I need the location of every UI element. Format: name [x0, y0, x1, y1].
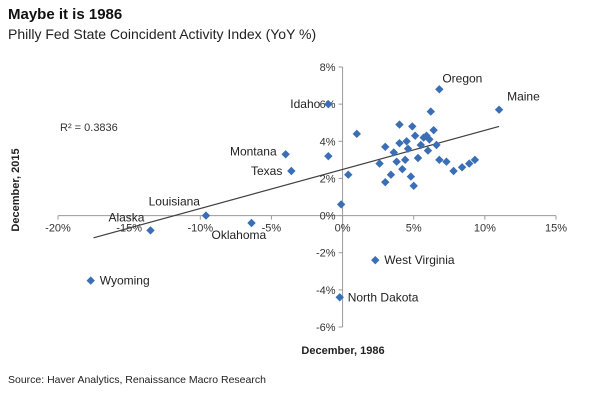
data-point: [344, 170, 353, 179]
data-point-north-dakota: [335, 293, 344, 302]
data-point-idaho: [324, 99, 333, 109]
data-point: [386, 170, 396, 179]
y-tick-label: 8%: [320, 62, 336, 74]
data-point: [429, 125, 438, 135]
point-label-texas: Texas: [251, 164, 282, 178]
x-tick-label: -20%: [45, 223, 71, 235]
data-point: [381, 142, 390, 152]
data-point-oregon: [435, 85, 444, 94]
y-tick-label: -6%: [316, 322, 336, 334]
data-point-texas: [287, 166, 296, 176]
data-point: [432, 140, 441, 150]
x-tick-label: 10%: [474, 223, 496, 235]
chart-title: Maybe it is 1986: [8, 6, 123, 23]
point-label-oregon: Oregon: [442, 71, 482, 85]
data-point: [389, 148, 398, 157]
data-point: [324, 151, 333, 161]
point-label-alaska: Alaska: [108, 210, 144, 224]
data-point: [402, 137, 411, 146]
data-point-maine: [494, 105, 504, 114]
x-tick-label: -10%: [187, 223, 213, 235]
y-tick-label: 4%: [320, 136, 336, 148]
data-point: [398, 164, 407, 174]
data-point: [423, 146, 433, 155]
y-tick-label: -2%: [316, 248, 336, 260]
data-point: [375, 159, 384, 168]
data-point: [410, 131, 420, 140]
data-point: [381, 177, 390, 187]
data-point: [409, 181, 418, 191]
source-note: Source: Haver Analytics, Renaissance Mac…: [8, 374, 266, 386]
x-tick-label: 15%: [545, 223, 567, 235]
data-point-oklahoma: [247, 218, 256, 228]
data-point: [392, 157, 401, 166]
x-tick-label: 0%: [335, 223, 351, 235]
data-point-montana: [281, 150, 290, 159]
chart-subtitle: Philly Fed State Coincident Activity Ind…: [8, 26, 317, 42]
data-point: [395, 120, 404, 129]
x-axis-title: December, 1986: [301, 345, 384, 357]
point-label-maine: Maine: [507, 90, 540, 104]
data-point: [442, 157, 451, 166]
data-point: [435, 155, 444, 165]
point-label-north-dakota: North Dakota: [348, 290, 419, 304]
point-label-louisiana: Louisiana: [149, 195, 201, 209]
data-point-alaska: [146, 226, 155, 235]
data-point-west-virginia: [371, 255, 380, 265]
point-label-oklahoma: Oklahoma: [212, 228, 267, 242]
data-point: [422, 131, 431, 140]
point-label-idaho: Idaho: [290, 97, 320, 111]
data-point: [403, 144, 413, 153]
data-point: [465, 159, 474, 168]
data-point: [395, 138, 404, 148]
point-label-west-virginia: West Virginia: [384, 253, 455, 267]
data-point: [413, 153, 423, 163]
x-tick-label: 5%: [406, 223, 422, 235]
y-axis-title: December, 2015: [10, 148, 22, 231]
data-point: [426, 107, 435, 116]
y-tick-label: 0%: [320, 211, 336, 223]
y-tick-label: -4%: [316, 285, 336, 297]
data-point: [406, 172, 416, 181]
data-point: [400, 155, 410, 165]
data-point-wyoming: [86, 276, 95, 285]
data-point: [449, 166, 458, 176]
point-label-montana: Montana: [230, 144, 277, 158]
x-tick-label: -5%: [262, 223, 282, 235]
data-point: [470, 155, 480, 165]
data-point: [457, 163, 467, 172]
trendline: [93, 125, 500, 239]
data-point: [336, 200, 346, 209]
data-point-louisiana: [201, 211, 211, 220]
point-label-wyoming: Wyoming: [100, 274, 150, 288]
data-point: [408, 122, 417, 131]
data-point: [352, 129, 361, 139]
y-tick-label: 2%: [320, 173, 336, 185]
r-squared-label: R² = 0.3836: [60, 122, 118, 134]
data-point: [416, 140, 426, 150]
